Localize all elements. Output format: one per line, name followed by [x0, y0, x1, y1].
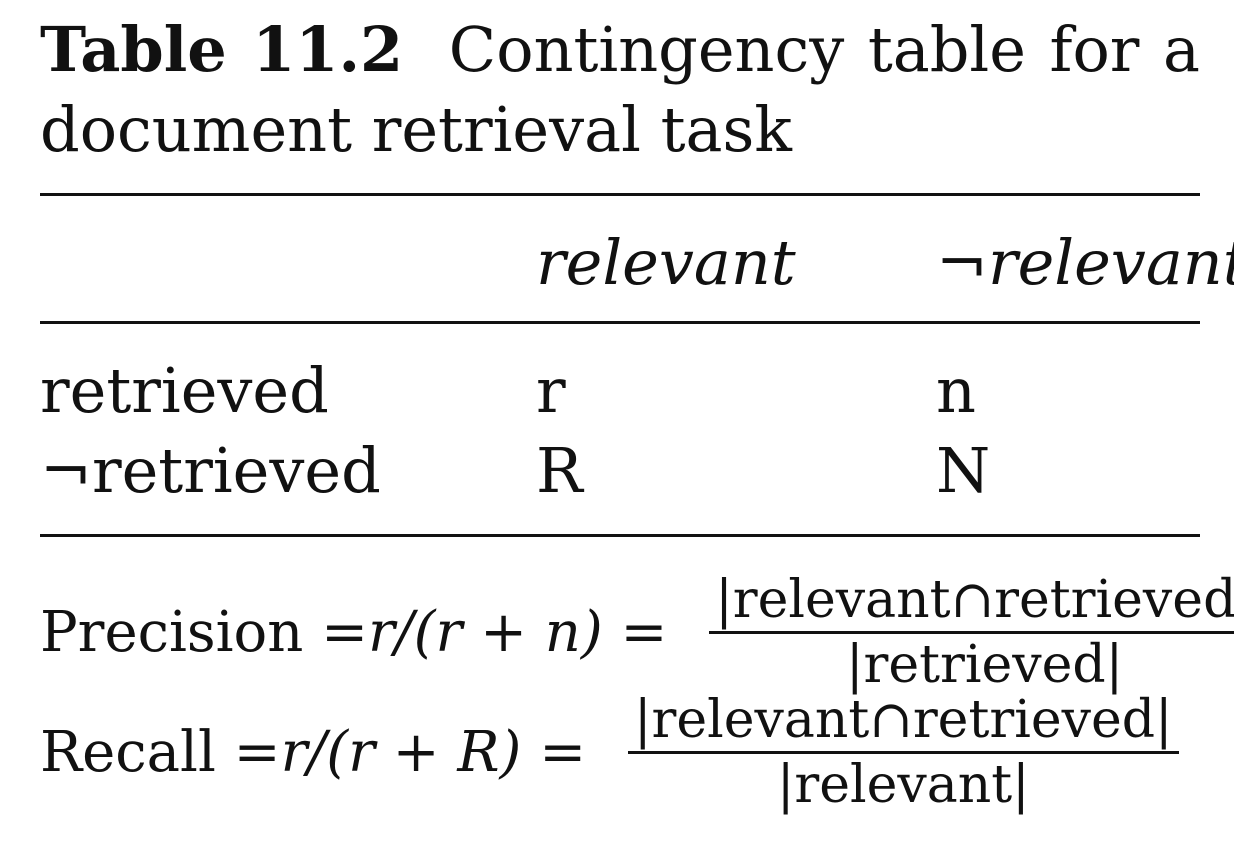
- precision-fraction: |relevant∩retrieved| |retrieved|: [709, 571, 1234, 694]
- recall-equals: =: [521, 719, 604, 785]
- recall-expression: r/(r + R): [280, 719, 522, 785]
- cell-retrieved-relevant: r: [536, 354, 566, 427]
- document-page: Table 11.2 Contingency table for a docum…: [40, 0, 1234, 860]
- precision-label: Precision =: [40, 599, 369, 665]
- caption-label: Table 11.2: [40, 13, 404, 86]
- row-label-not-retrieved: ¬retrieved: [40, 434, 381, 507]
- recall-formula: Recall = r/(r + R) = |relevant∩retrieved…: [40, 691, 1179, 815]
- precision-expression: r/(r + n): [368, 599, 603, 665]
- cell-not-retrieved-relevant: R: [536, 434, 583, 507]
- column-header-relevant: relevant: [536, 226, 796, 299]
- recall-denominator: |relevant|: [776, 754, 1030, 815]
- recall-label: Recall =: [40, 719, 281, 785]
- table-caption: Table 11.2 Contingency table for a docum…: [40, 10, 1200, 170]
- header-rule: [40, 321, 1200, 324]
- caption-text: Contingency table for a document retriev…: [40, 13, 1200, 166]
- precision-denominator: |retrieved|: [845, 634, 1124, 695]
- precision-formula: Precision = r/(r + n) = |relevant∩retrie…: [40, 571, 1234, 694]
- cell-retrieved-not-relevant: n: [936, 354, 976, 427]
- recall-numerator: |relevant∩retrieved|: [627, 691, 1179, 754]
- bottom-rule: [40, 534, 1200, 537]
- row-label-retrieved: retrieved: [40, 354, 329, 427]
- cell-not-retrieved-not-relevant: N: [936, 434, 991, 507]
- top-rule: [40, 193, 1200, 196]
- precision-numerator: |relevant∩retrieved|: [709, 571, 1234, 634]
- precision-equals: =: [602, 599, 686, 665]
- column-header-not-relevant: ¬relevant: [936, 226, 1234, 299]
- recall-fraction: |relevant∩retrieved| |relevant|: [627, 691, 1179, 815]
